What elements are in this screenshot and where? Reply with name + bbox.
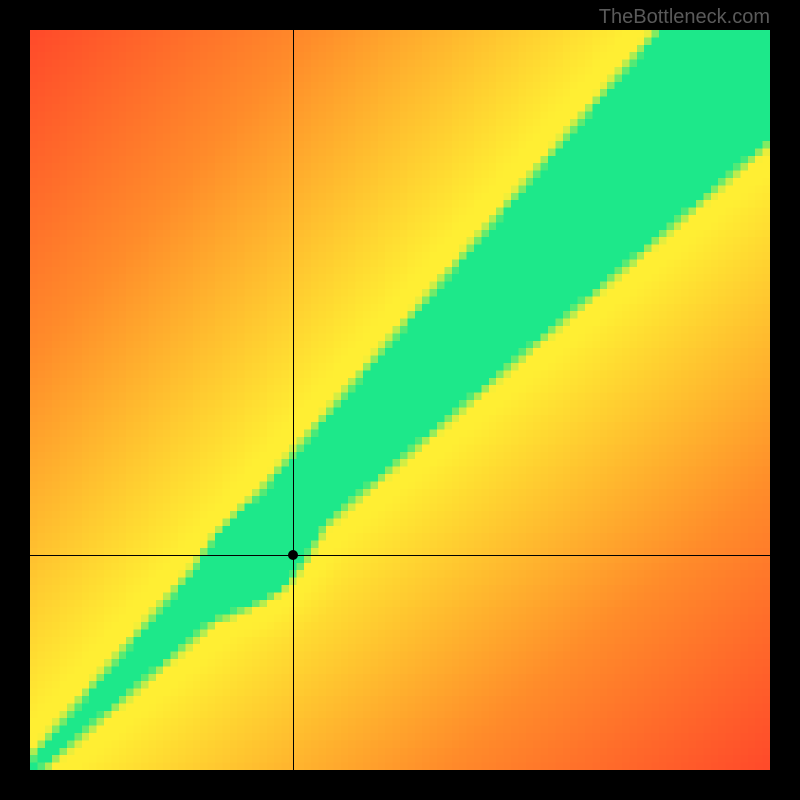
heatmap-plot	[30, 30, 770, 770]
crosshair-horizontal	[30, 555, 770, 556]
watermark-text: TheBottleneck.com	[599, 6, 770, 29]
crosshair-point	[288, 550, 298, 560]
heatmap-canvas	[30, 30, 770, 770]
crosshair-vertical	[293, 30, 294, 770]
